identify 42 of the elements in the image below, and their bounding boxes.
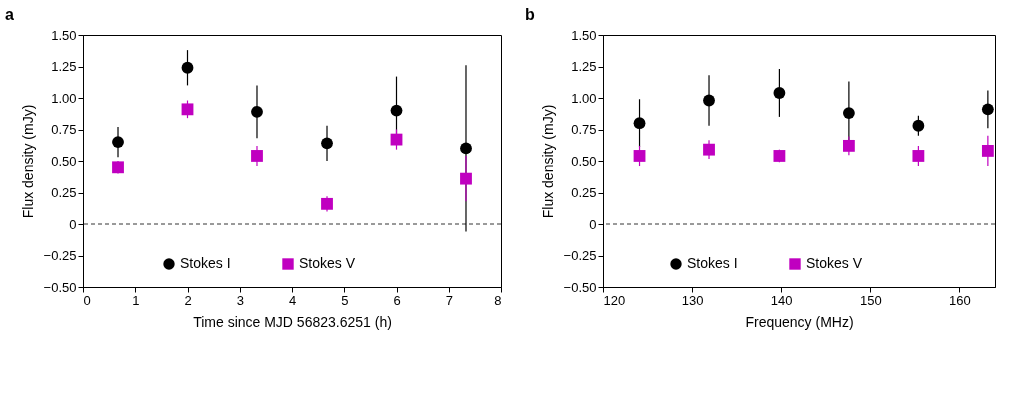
y-tick-label: 1.00	[51, 90, 77, 106]
y-tick-label: 0.25	[571, 185, 597, 200]
y-tick-label: 1.50	[51, 27, 77, 43]
x-tick-label: 1	[132, 292, 140, 308]
x-tick-label: 4	[288, 292, 297, 308]
y-axis-title: Flux density (mJy)	[539, 104, 556, 219]
y-tick-label: 1.00	[571, 90, 597, 106]
y-axis-title: Flux density (mJy)	[19, 104, 36, 219]
x-tick-label: 6	[393, 292, 401, 308]
legend-label: Stokes V	[299, 255, 356, 271]
x-tick-label: 3	[236, 292, 244, 308]
y-tick-label: −0.25	[563, 248, 597, 263]
y-tick-label: 0.75	[571, 122, 597, 137]
chart-title: a	[5, 6, 14, 23]
y-tick-label: 0.25	[51, 185, 77, 200]
x-tick-label: 8	[494, 292, 502, 308]
y-tick-label: 0.50	[51, 153, 77, 169]
y-tick-label: −0.25	[43, 248, 77, 263]
y-tick-label: −0.50	[43, 279, 77, 295]
x-axis-title: Time since MJD 56823.6251 (h)	[193, 313, 392, 330]
y-tick-label: 1.25	[51, 59, 77, 74]
x-tick-label: 7	[445, 292, 453, 308]
chart-title: b	[525, 6, 535, 23]
x-tick-label: 0	[83, 292, 91, 308]
x-tick-label: 130	[681, 292, 704, 308]
x-tick-label: 2	[184, 292, 192, 308]
x-tick-label: 140	[770, 292, 793, 308]
legend-label: Stokes I	[180, 255, 231, 271]
y-tick-label: 1.25	[571, 59, 597, 74]
x-tick-label: 150	[859, 292, 882, 308]
x-tick-label: 120	[603, 292, 626, 308]
x-tick-label: 160	[949, 292, 971, 308]
y-tick-label: 0.75	[51, 122, 77, 137]
y-tick-label: 0	[69, 216, 77, 232]
y-tick-label: 0.50	[571, 153, 597, 169]
y-tick-label: 0	[589, 216, 597, 232]
x-tick-label: 5	[341, 292, 349, 308]
x-axis-title: Frequency (MHz)	[745, 313, 854, 330]
legend-label: Stokes V	[806, 255, 863, 271]
y-tick-label: −0.50	[563, 279, 597, 295]
legend-label: Stokes I	[687, 255, 738, 271]
y-tick-label: 1.50	[571, 27, 597, 43]
